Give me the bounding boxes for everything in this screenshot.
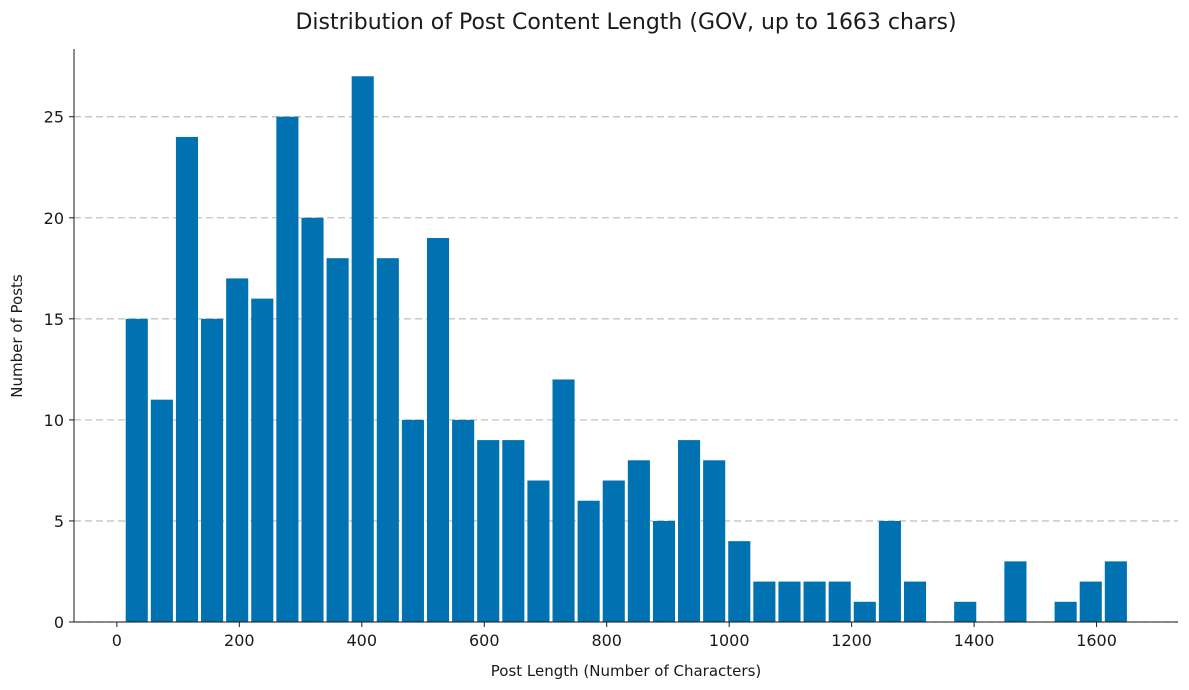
histogram-bar	[577, 500, 600, 622]
y-tick-label: 0	[54, 613, 64, 632]
histogram-bar	[276, 116, 299, 623]
histogram-bar	[1054, 601, 1077, 622]
y-tick-label: 5	[54, 512, 64, 531]
histogram-bar	[226, 278, 249, 622]
histogram-bar	[201, 318, 224, 622]
histogram-bar	[703, 460, 726, 622]
histogram-bar	[326, 258, 349, 622]
x-tick-label: 600	[469, 631, 500, 650]
x-tick-label: 1000	[709, 631, 750, 650]
x-tick-label: 1600	[1076, 631, 1117, 650]
histogram-bar	[828, 581, 851, 622]
histogram-bar	[251, 298, 274, 622]
histogram-bar	[426, 237, 450, 623]
histogram-bar	[351, 76, 374, 623]
x-tick-label: 0	[112, 631, 122, 650]
x-tick-label: 200	[224, 631, 255, 650]
chart-title: Distribution of Post Content Length (GOV…	[295, 10, 956, 35]
bars	[125, 76, 1127, 623]
histogram-bar	[728, 541, 751, 622]
histogram-bar	[552, 379, 575, 622]
histogram-bar	[954, 601, 977, 622]
histogram-bar	[878, 520, 901, 622]
histogram-bar	[502, 440, 525, 622]
histogram-bar	[125, 318, 148, 622]
x-tick-label: 1400	[954, 631, 995, 650]
x-axis-label: Post Length (Number of Characters)	[491, 662, 761, 680]
histogram-bar	[853, 601, 876, 622]
histogram-bar	[778, 581, 801, 622]
histogram-bar	[376, 258, 399, 622]
y-axis-label: Number of Posts	[8, 274, 26, 398]
y-tick-label: 25	[44, 108, 64, 127]
histogram-bar	[602, 480, 625, 622]
histogram-bar	[401, 419, 424, 622]
histogram-bar	[803, 581, 826, 622]
histogram-bar	[301, 217, 324, 622]
histogram-bar	[1004, 561, 1027, 622]
histogram-bar	[477, 440, 500, 622]
histogram-bar	[175, 136, 199, 622]
x-tick-label: 400	[347, 631, 378, 650]
histogram-bar	[652, 520, 676, 622]
histogram-bar	[903, 581, 927, 622]
histogram-bar	[1079, 581, 1102, 622]
y-tick-label: 20	[44, 209, 64, 228]
axes: 0 200 400 600 800 1000 1200 1400 1600 0 5 10 15 20 25	[44, 49, 1178, 650]
histogram-bar	[627, 460, 650, 622]
y-tick-label: 10	[44, 411, 64, 430]
histogram-bar	[678, 440, 701, 622]
histogram-bar	[1104, 561, 1127, 622]
x-tick-label: 1200	[831, 631, 872, 650]
histogram-bar	[150, 399, 173, 622]
histogram-bar	[753, 581, 776, 622]
histogram-bar	[452, 419, 475, 622]
y-tick-label: 15	[44, 310, 64, 329]
x-tick-label: 800	[591, 631, 622, 650]
histogram-bar	[527, 480, 550, 622]
